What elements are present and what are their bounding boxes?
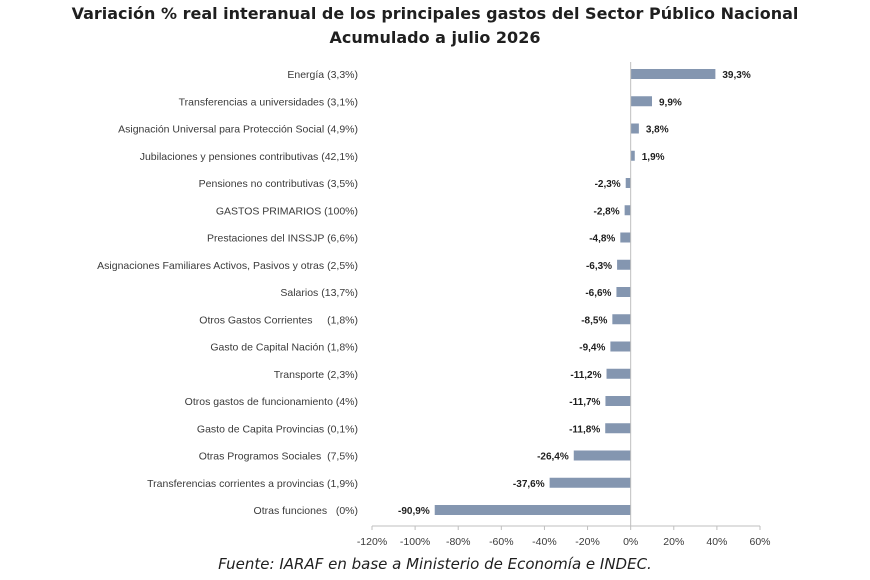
bar [434, 505, 631, 515]
x-tick-label: -80% [446, 536, 471, 548]
data-label: -26,4% [537, 452, 569, 463]
bar [625, 178, 631, 188]
bar [612, 314, 631, 325]
bar [630, 123, 639, 134]
data-label: 1,9% [642, 152, 665, 163]
category-label: GASTOS PRIMARIOS (100%) [216, 205, 358, 217]
category-label: Transferencias a universidades (3,1%) [179, 96, 358, 108]
data-label: -8,5% [581, 315, 607, 326]
category-label: Asignaciones Familiares Activos, Pasivos… [97, 260, 358, 272]
category-label: Jubilaciones y pensiones contributivas (… [140, 151, 358, 163]
bar [630, 96, 653, 107]
bar [605, 423, 631, 434]
category-label: Gasto de Capital Nación (1,8%) [210, 342, 358, 354]
x-axis: -120% -100% -80% -60% -40% -20% 0% 20% 40% 60% [357, 62, 771, 548]
data-label: 3,8% [646, 125, 669, 136]
data-label: -90,9% [398, 506, 430, 517]
data-label: -4,8% [589, 234, 615, 245]
data-label: -9,4% [579, 343, 605, 354]
data-label: 9,9% [659, 97, 682, 108]
chart-subtitle: Acumulado a julio 2026 [329, 28, 541, 47]
x-tick-label: 20% [663, 536, 684, 548]
data-label: -6,3% [586, 261, 612, 272]
category-label: Transporte (2,3%) [274, 369, 358, 381]
value-labels-layer: 39,3% 9,9% 3,8% 1,9% -2,3% -2,8% -4,8% -6,3% -6,… [398, 70, 751, 517]
x-tick-label: -120% [357, 536, 387, 548]
x-tick-label: -40% [532, 536, 557, 548]
x-tick-label: -100% [400, 536, 430, 548]
data-label: -11,7% [569, 397, 600, 408]
bar [549, 477, 631, 488]
category-label: Energía (3,3%) [287, 69, 358, 81]
category-label: Pensiones no contributivas (3,5%) [199, 178, 358, 190]
bar [610, 341, 631, 352]
data-label: 39,3% [722, 70, 750, 81]
category-label: Otras funciones (0%) [254, 505, 358, 517]
source-note: Fuente: IARAF en base a Ministerio de Ec… [218, 555, 652, 573]
data-label: -2,8% [594, 206, 620, 217]
category-label: Gasto de Capita Provincias (0,1%) [197, 423, 358, 435]
bar [606, 368, 631, 379]
bar [630, 150, 635, 161]
bar [630, 69, 716, 79]
x-tick-label: 60% [749, 536, 770, 548]
data-label: -2,3% [595, 179, 621, 190]
x-tick-label: 0% [623, 536, 638, 548]
category-label: Salarios (13,7%) [280, 287, 358, 299]
bar [617, 259, 631, 270]
bar [573, 450, 631, 461]
chart-title: Variación % real interanual de los princ… [71, 4, 799, 23]
bar [620, 232, 631, 243]
category-label: Otros Gastos Corrientes (1,8%) [199, 314, 358, 326]
x-tick-label: -60% [489, 536, 514, 548]
category-label: Transferencias corrientes a provincias (… [147, 478, 358, 490]
category-label: Otros gastos de funcionamiento (4%) [185, 396, 358, 408]
category-label: Prestaciones del INSSJP (6,6%) [207, 233, 358, 245]
x-tick-label: 40% [706, 536, 727, 548]
category-label: Otras Programos Sociales (7,5%) [199, 451, 358, 463]
data-label: -11,2% [570, 370, 601, 381]
data-label: -37,6% [513, 479, 545, 490]
bars-layer [434, 69, 716, 515]
bar [616, 287, 631, 297]
data-label: -6,6% [585, 288, 611, 299]
x-tick-label: -20% [575, 536, 600, 548]
bar [605, 396, 631, 406]
category-label: Asignación Universal para Protección Soc… [118, 124, 358, 136]
category-labels-layer: Energía (3,3%) Transferencias a universid… [97, 69, 358, 517]
data-label: -11,8% [569, 424, 600, 435]
bar [624, 205, 631, 216]
